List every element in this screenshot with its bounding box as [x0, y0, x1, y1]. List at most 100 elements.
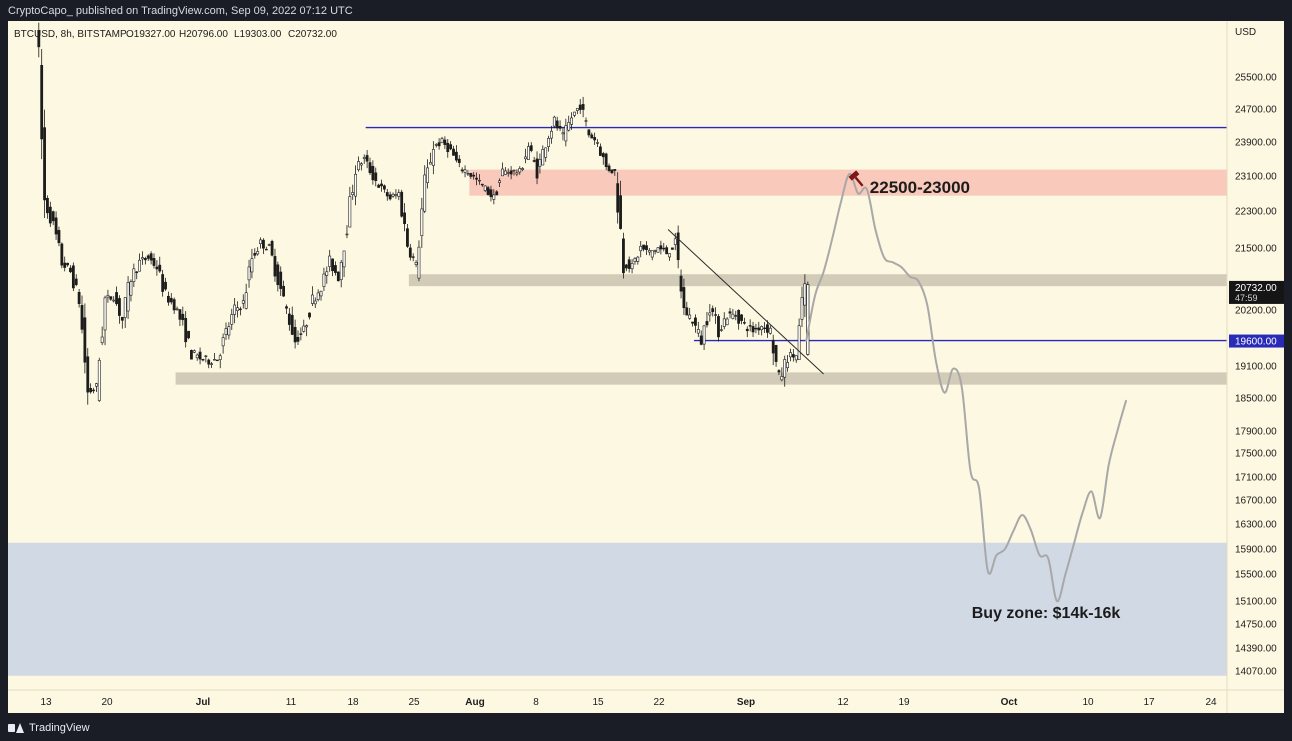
candle	[740, 313, 743, 325]
candle	[86, 348, 90, 405]
candle	[253, 248, 257, 259]
candle	[786, 354, 790, 372]
candle	[622, 232, 625, 279]
zone-support-lower	[175, 372, 1228, 385]
annotation-buy-zone: Buy zone: $14k-16k	[972, 605, 1121, 622]
candle	[46, 195, 49, 219]
candle	[106, 289, 110, 303]
candle	[365, 150, 369, 169]
candle	[172, 297, 176, 314]
candle	[760, 325, 764, 336]
candle	[653, 249, 657, 255]
y-tick-label: 14070.00	[1235, 667, 1277, 678]
x-tick-label: 10	[1082, 697, 1094, 708]
candle	[705, 311, 709, 328]
candle	[745, 326, 749, 338]
y-tick-label: 23900.00	[1235, 138, 1277, 149]
x-tick-label: 20	[101, 697, 113, 708]
candle	[270, 239, 274, 257]
candle	[69, 265, 72, 274]
candle	[305, 324, 309, 337]
candle	[800, 286, 804, 328]
candle	[224, 322, 228, 340]
candle	[472, 172, 476, 180]
candle	[699, 330, 703, 346]
candle	[780, 367, 784, 382]
candle	[123, 297, 127, 328]
candle	[112, 296, 116, 303]
candle	[48, 201, 52, 227]
candle	[135, 271, 139, 280]
ohlc-low: L19303.00	[234, 29, 282, 40]
overlay-layer: 22500-23000 Buy zone: $14k-16k	[667, 170, 1121, 622]
candle	[282, 280, 286, 298]
candle	[342, 250, 346, 277]
candle	[308, 312, 311, 320]
candle	[797, 318, 801, 361]
candle	[567, 115, 571, 132]
candle	[619, 180, 622, 230]
candle	[460, 167, 464, 174]
brand-name: TradingView	[29, 722, 90, 734]
candle	[593, 132, 597, 145]
currency-label: USD	[1235, 27, 1256, 38]
candle	[184, 311, 188, 348]
candle	[440, 136, 444, 144]
candle	[192, 349, 196, 354]
candle	[696, 321, 700, 337]
y-tick-label: 14750.00	[1235, 620, 1277, 631]
candle	[601, 151, 605, 165]
candle	[573, 111, 576, 118]
candle	[210, 362, 214, 369]
candle	[717, 313, 720, 342]
candle	[503, 167, 507, 175]
candle	[302, 319, 306, 333]
candle	[100, 326, 104, 346]
candle	[43, 109, 46, 219]
candle	[164, 277, 167, 291]
candle	[63, 256, 67, 272]
candle	[789, 348, 792, 362]
candle	[256, 247, 260, 256]
candle	[362, 154, 366, 164]
y-tick-label: 25500.00	[1235, 73, 1277, 84]
candle	[80, 295, 84, 334]
candle	[158, 256, 162, 273]
candle	[558, 120, 562, 132]
candle	[434, 143, 438, 148]
candle	[120, 316, 124, 329]
candle	[221, 333, 225, 354]
candle	[167, 291, 170, 306]
candle	[532, 156, 536, 163]
candle	[578, 99, 582, 114]
price-chart[interactable]: 22500-23000 Buy zone: $14k-16k USD BTCUSD…	[8, 21, 1284, 713]
candle	[181, 306, 185, 326]
candle	[204, 354, 208, 363]
candle	[190, 349, 193, 360]
candle	[610, 169, 614, 174]
footer-brand[interactable]: TradingView	[8, 720, 90, 736]
candle	[382, 184, 386, 193]
candle	[486, 185, 490, 196]
chart-frame[interactable]: 22500-23000 Buy zone: $14k-16k USD BTCUSD…	[8, 21, 1284, 713]
candle	[368, 157, 372, 176]
x-tick-label: 15	[592, 697, 604, 708]
candle	[711, 305, 715, 317]
candle	[685, 301, 689, 316]
candle	[714, 307, 718, 324]
y-tick-label: 17900.00	[1235, 427, 1277, 438]
time-axis: 13 20 Jul 11 18 25 Aug 8 15 22 Sep 12 19 Oct 10 17 24	[40, 697, 1217, 708]
candle	[239, 306, 242, 316]
candle	[141, 251, 144, 265]
candle	[512, 169, 516, 176]
candle	[175, 306, 179, 311]
tradingview-logo-icon	[8, 723, 24, 733]
y-tick-label: 21500.00	[1235, 244, 1277, 255]
candle	[60, 242, 64, 269]
candle	[541, 145, 545, 166]
candle	[702, 325, 706, 350]
y-tick-label: 16300.00	[1235, 520, 1277, 531]
candle	[129, 279, 133, 302]
candle	[132, 263, 136, 287]
